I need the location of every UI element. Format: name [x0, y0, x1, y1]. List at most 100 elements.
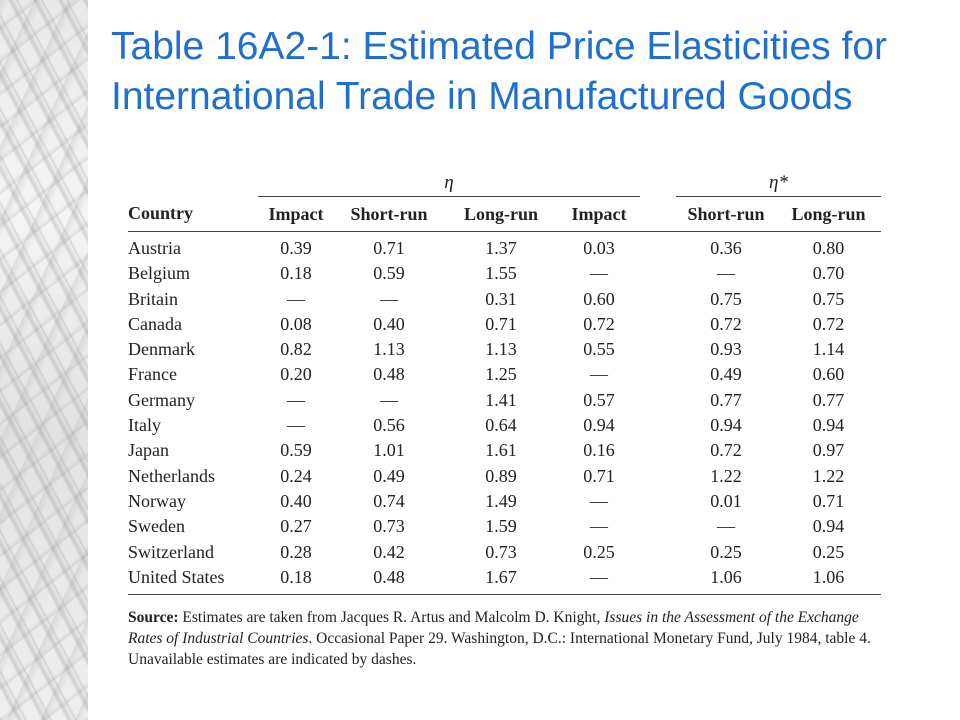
table-row: Netherlands 0.24 0.49 0.89 0.71 1.22 1.22 — [128, 464, 881, 489]
value-cell: 1.55 — [485, 263, 517, 284]
value-cell: 0.77 — [812, 389, 845, 410]
value-cell: — — [287, 288, 305, 309]
value-cell: 0.82 — [280, 339, 312, 360]
value-cell: 0.97 — [812, 440, 845, 461]
value-cell: 0.01 — [710, 490, 742, 511]
value-cell: 1.59 — [485, 516, 517, 537]
value-cell: 0.49 — [710, 364, 742, 385]
country-cell: Japan — [128, 440, 169, 461]
table-row: Austria 0.39 0.71 1.37 0.03 0.36 0.80 — [128, 232, 881, 262]
column-header-impact: Impact — [258, 196, 334, 232]
spacer-cell — [640, 464, 676, 489]
value-cell: 0.72 — [583, 313, 615, 334]
table-row: United States 0.18 0.48 1.67— 1.06 1.06 — [128, 564, 881, 596]
country-cell: Denmark — [128, 339, 195, 360]
value-cell: 0.42 — [373, 541, 405, 562]
country-cell: Italy — [128, 415, 161, 436]
spacer-cell — [640, 413, 676, 438]
value-cell: 0.71 — [812, 490, 845, 511]
value-cell: 1.13 — [373, 339, 405, 360]
country-cell: Britain — [128, 288, 178, 309]
value-cell: — — [590, 490, 608, 511]
value-cell: 0.72 — [710, 313, 742, 334]
value-cell: 0.27 — [280, 516, 312, 537]
country-cell: France — [128, 364, 177, 385]
spacer-cell — [640, 337, 676, 362]
value-cell: 0.40 — [280, 490, 312, 511]
value-cell: 0.71 — [485, 313, 517, 334]
table-row: Denmark 0.82 1.13 1.13 0.55 0.93 1.14 — [128, 337, 881, 362]
value-cell: 0.71 — [583, 465, 615, 486]
marble-background-strip — [0, 0, 88, 720]
value-cell: 0.80 — [812, 238, 845, 258]
value-cell: 0.39 — [280, 238, 312, 258]
value-cell: — — [590, 263, 608, 284]
value-cell: — — [590, 364, 608, 385]
spacer-cell — [640, 388, 676, 413]
value-cell: — — [717, 516, 735, 537]
value-cell: 1.13 — [485, 339, 517, 360]
value-cell: 0.59 — [373, 263, 405, 284]
value-cell: 0.55 — [583, 339, 615, 360]
value-cell: 0.36 — [710, 238, 742, 258]
table-row: Sweden 0.27 0.73 1.59 — — 0.94 — [128, 514, 881, 539]
value-cell: 0.70 — [812, 263, 845, 284]
value-cell: 0.25 — [583, 541, 615, 562]
value-cell: — — [380, 288, 398, 309]
value-cell: 1.49 — [485, 490, 517, 511]
table-row: Canada 0.08 0.40 0.71 0.72 0.72 0.72 — [128, 312, 881, 337]
value-cell: 0.25 — [710, 541, 742, 562]
elasticities-table-container: η η* Country Impact Short-run Long-run I… — [128, 168, 881, 670]
source-text-1: Estimates are taken from Jacques R. Artu… — [178, 609, 605, 627]
value-cell: 0.48 — [334, 564, 444, 596]
spacer-cell — [640, 514, 676, 539]
value-cell: 0.31 — [485, 288, 517, 309]
value-cell: 0.48 — [373, 364, 405, 385]
source-italic-title: Issues in the Assessment of the Exchange… — [128, 609, 859, 648]
column-header-short-run: Short-run — [334, 196, 444, 232]
value-cell: 0.73 — [485, 541, 517, 562]
value-cell: — — [717, 263, 735, 284]
spacer-cell — [640, 540, 676, 565]
value-cell: — — [590, 516, 608, 537]
slide-title: Table 16A2-1: Estimated Price Elasticiti… — [111, 25, 888, 118]
value-cell: 1.14 — [812, 339, 845, 360]
value-cell: 0.72 — [710, 440, 742, 461]
value-cell: 0.94 — [812, 516, 845, 537]
value-cell: 0.94 — [812, 415, 845, 436]
spacer-cell — [640, 362, 676, 387]
table-row: Britain — — 0.31 0.60 0.75 0.75 — [128, 287, 881, 312]
value-cell: 0.25 — [812, 541, 845, 562]
source-text-2: . Occasional Paper 29. Washington, D.C.:… — [128, 630, 871, 669]
value-cell: 1.37 — [485, 238, 517, 258]
country-cell: Sweden — [128, 516, 185, 537]
country-cell: Canada — [128, 313, 182, 334]
value-cell: 1.22 — [710, 465, 742, 486]
spacer-cell — [640, 489, 676, 514]
value-cell: 1.25 — [485, 364, 517, 385]
country-cell: Netherlands — [128, 465, 215, 486]
value-cell: 0.60 — [583, 288, 615, 309]
value-cell: 1.01 — [373, 440, 405, 461]
value-cell: 0.18 — [280, 263, 312, 284]
table-row: Italy — 0.56 0.64 0.94 0.94 0.94 — [128, 413, 881, 438]
value-cell: 0.03 — [583, 238, 615, 258]
value-cell: 0.64 — [485, 415, 517, 436]
value-cell: 1.22 — [812, 465, 845, 486]
value-cell: 0.73 — [373, 516, 405, 537]
table-row: Germany — — 1.41 0.57 0.77 0.77 — [128, 388, 881, 413]
column-header-country: Country — [128, 196, 258, 232]
spacer-cell — [640, 312, 676, 337]
value-cell: — — [287, 389, 305, 410]
value-cell: — — [380, 389, 398, 410]
country-cell: Belgium — [128, 263, 190, 284]
table-row: France 0.20 0.48 1.25 — 0.49 0.60 — [128, 362, 881, 387]
value-cell: 0.59 — [280, 440, 312, 461]
elasticities-table: η η* Country Impact Short-run Long-run I… — [128, 168, 881, 596]
table-row: Switzerland 0.28 0.42 0.73 0.25 0.25 0.25 — [128, 540, 881, 565]
value-cell: 1.06 — [776, 564, 881, 596]
value-cell: 1.06 — [676, 564, 776, 596]
column-header-long-run-star: Long-run — [776, 196, 881, 232]
value-cell: 0.71 — [373, 238, 405, 258]
value-cell: 0.60 — [812, 364, 845, 385]
